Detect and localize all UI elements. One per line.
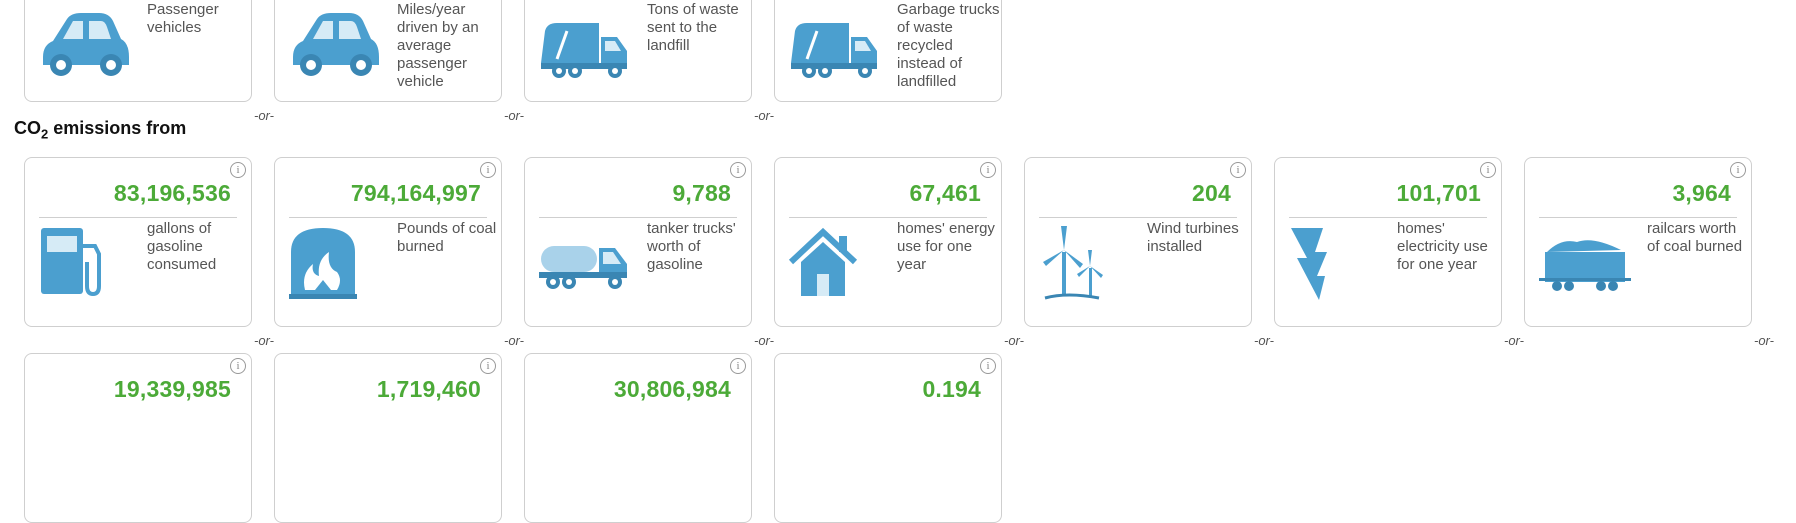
equivalency-card: i 30,806,984 (524, 353, 752, 523)
card-divider (289, 217, 487, 218)
card-value: 1,719,460 (376, 376, 481, 402)
equivalency-card: i 101,701 homes' electricity use for one… (1274, 157, 1502, 327)
or-separator: -or- (254, 333, 274, 348)
equivalency-card: Tons of waste sent to the landfill (524, 0, 752, 102)
info-icon[interactable]: i (230, 358, 246, 374)
info-icon[interactable]: i (1480, 162, 1496, 178)
or-separator: -or- (254, 108, 274, 123)
equivalency-card: Passenger vehicles (24, 0, 252, 102)
equivalency-card: i 0.194 (774, 353, 1002, 523)
info-icon[interactable]: i (730, 162, 746, 178)
card-label: Miles/year driven by an average passenge… (397, 1, 479, 90)
card-divider (539, 217, 737, 218)
or-separator: -or- (1504, 333, 1524, 348)
card-value: 19,339,985 (113, 376, 231, 402)
car-icon (43, 13, 129, 76)
card-value: 67,461 (909, 180, 981, 206)
or-separator: -or- (754, 108, 774, 123)
tanker-truck-icon (539, 246, 627, 289)
card-label: Pounds of coal burned (397, 220, 497, 255)
section-heading: CO2 emissions from (14, 118, 186, 142)
card-label: railcars worth of coal burned (1647, 220, 1743, 255)
info-icon[interactable]: i (480, 162, 496, 178)
card-divider (789, 217, 987, 218)
car-icon (293, 13, 379, 76)
card-label: Passenger vehicles (147, 1, 219, 36)
house-icon (788, 227, 858, 296)
info-icon[interactable]: i (1730, 162, 1746, 178)
equivalency-card: i 204 Wind turbines installed (1024, 157, 1252, 327)
info-icon[interactable]: i (730, 358, 746, 374)
card-divider (1039, 217, 1237, 218)
equivalency-card: i 83,196,536 gallons of gasoline consume… (24, 157, 252, 327)
railcar-icon (1539, 240, 1631, 291)
equivalency-card: i 3,964 railcars worth of coal burned (1524, 157, 1752, 327)
coal-fire-icon (289, 228, 357, 299)
card-label: tanker trucks' worth of gasoline (647, 220, 736, 273)
equivalency-card: i 794,164,997 Pounds of coal burned (274, 157, 502, 327)
garbage-truck-icon (541, 23, 627, 78)
card-label: Tons of waste sent to the landfill (647, 1, 739, 54)
gas-pump-icon (41, 228, 101, 297)
wind-turbine-icon (1043, 226, 1103, 300)
heading-suffix: emissions from (48, 118, 187, 138)
equivalency-card: i 9,788 tanker trucks' worth of gasoline (524, 157, 752, 327)
info-icon[interactable]: i (480, 358, 496, 374)
card-label: homes' electricity use for one year (1397, 220, 1488, 273)
card-label: gallons of gasoline consumed (147, 220, 217, 273)
card-value: 0.194 (922, 376, 981, 402)
heading-prefix: CO (14, 118, 41, 138)
or-separator: -or- (754, 333, 774, 348)
equivalency-card: Miles/year driven by an average passenge… (274, 0, 502, 102)
info-icon[interactable]: i (230, 162, 246, 178)
equivalency-card: Garbage trucks of waste recycled instead… (774, 0, 1002, 102)
or-separator: -or- (504, 333, 524, 348)
info-icon[interactable]: i (1230, 162, 1246, 178)
card-value: 9,788 (672, 180, 731, 206)
or-separator: -or- (504, 108, 524, 123)
card-label: Wind turbines installed (1147, 220, 1239, 255)
or-separator: -or- (1754, 333, 1774, 348)
card-label: Garbage trucks of waste recycled instead… (897, 1, 1000, 90)
info-icon[interactable]: i (980, 162, 996, 178)
card-divider (1289, 217, 1487, 218)
card-value: 30,806,984 (613, 376, 731, 402)
lightning-bolt-icon (1291, 228, 1327, 300)
card-label: homes' energy use for one year (897, 220, 995, 273)
heading-subscript: 2 (41, 126, 49, 142)
or-separator: -or- (1254, 333, 1274, 348)
card-divider (39, 217, 237, 218)
card-value: 83,196,536 (113, 180, 231, 206)
card-value: 101,701 (1396, 180, 1481, 206)
card-value: 3,964 (1672, 180, 1731, 206)
or-separator: -or- (1004, 333, 1024, 348)
garbage-truck-icon (791, 23, 877, 78)
equivalency-card: i 19,339,985 (24, 353, 252, 523)
card-value: 794,164,997 (350, 180, 481, 206)
equivalency-card: i 1,719,460 (274, 353, 502, 523)
card-value: 204 (1192, 180, 1231, 206)
equivalency-card: i 67,461 homes' energy use for one year (774, 157, 1002, 327)
info-icon[interactable]: i (980, 358, 996, 374)
card-divider (1539, 217, 1737, 218)
